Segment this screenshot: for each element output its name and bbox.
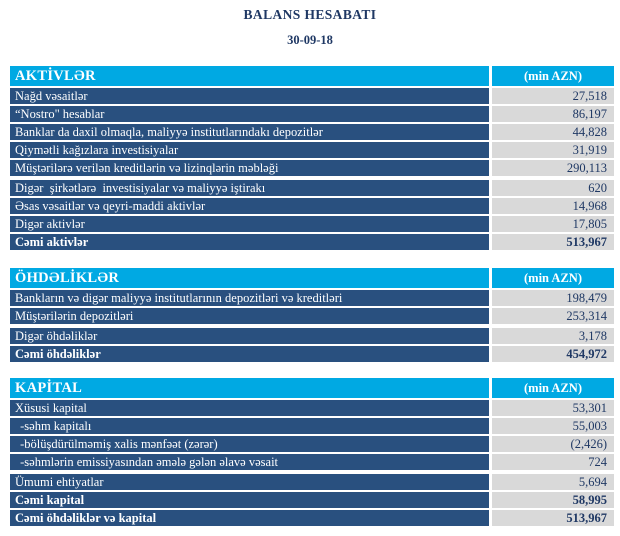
total-row-liabilities-and-capital: Cəmi öhdəliklər və kapital 513,967 [10, 510, 614, 526]
section-title: KAPİTAL [10, 378, 489, 398]
row-label: Cəmi aktivlər [10, 234, 489, 250]
row-label: Müştərilərin depozitləri [10, 308, 489, 324]
table-row: Digər aktivlər 17,805 [10, 216, 614, 232]
row-label: Cəmi öhdəliklər və kapital [10, 510, 489, 526]
row-value: 58,995 [492, 492, 614, 508]
row-label: -səhmlərin emissiyasından əmələ gələn əl… [10, 454, 489, 470]
row-label: Qiymətli kağızlara investisiyalar [10, 142, 489, 158]
total-row-capital: Cəmi kapital 58,995 [10, 492, 614, 508]
table-row: -səhm kapitalı 55,003 [10, 418, 614, 434]
section-title: ÖHDƏLİKLƏR [10, 268, 489, 288]
section-assets: AKTİVLƏR (min AZN) Nağd vəsaitlər 27,518… [10, 66, 614, 250]
row-label: Cəmi öhdəliklər [10, 346, 489, 362]
table-row: Xüsusi kapital 53,301 [10, 400, 614, 416]
row-label: Digər şirkətlərə investisiyalar və maliy… [10, 180, 489, 196]
row-label: Əsas vəsaitlər və qeyri-maddi aktivlər [10, 198, 489, 214]
row-value: 620 [492, 180, 614, 196]
unit-label: (min AZN) [492, 268, 614, 288]
row-value: 86,197 [492, 106, 614, 122]
row-value: 290,113 [492, 160, 614, 176]
unit-label: (min AZN) [492, 66, 614, 86]
row-value: 724 [492, 454, 614, 470]
row-label: Bankların və digər maliyyə institutların… [10, 290, 489, 306]
table-row: Ümumi ehtiyatlar 5,694 [10, 474, 614, 490]
report-title: BALANS HESABATI [243, 7, 377, 22]
row-label: Xüsusi kapital [10, 400, 489, 416]
section-title: AKTİVLƏR [10, 66, 489, 86]
section-capital: KAPİTAL (min AZN) Xüsusi kapital 53,301 … [10, 378, 614, 526]
row-label: Cəmi kapital [10, 492, 489, 508]
row-value: 44,828 [492, 124, 614, 140]
table-row: Nağd vəsaitlər 27,518 [10, 88, 614, 104]
table-row: “Nostro" hesablar 86,197 [10, 106, 614, 122]
table-row: Qiymətli kağızlara investisiyalar 31,919 [10, 142, 614, 158]
row-label: Ümumi ehtiyatlar [10, 474, 489, 490]
row-value: 3,178 [492, 328, 614, 344]
row-label: -səhm kapitalı [10, 418, 489, 434]
row-value: 55,003 [492, 418, 614, 434]
row-label: Nağd vəsaitlər [10, 88, 489, 104]
table-row: Müştərilərin depozitləri 253,314 [10, 308, 614, 324]
section-header-capital: KAPİTAL (min AZN) [10, 378, 614, 398]
row-label: Müştərilərə verilən kreditlərin və lizin… [10, 160, 489, 176]
row-label: “Nostro" hesablar [10, 106, 489, 122]
table-row: Əsas vəsaitlər və qeyri-maddi aktivlər 1… [10, 198, 614, 214]
section-header-assets: AKTİVLƏR (min AZN) [10, 66, 614, 86]
row-value: 513,967 [492, 510, 614, 526]
unit-label: (min AZN) [492, 378, 614, 398]
total-row-assets: Cəmi aktivlər 513,967 [10, 234, 614, 250]
table-row: Digər öhdəliklər 3,178 [10, 328, 614, 344]
table-row: Digər şirkətlərə investisiyalar və maliy… [10, 180, 614, 196]
row-label: Digər öhdəliklər [10, 328, 489, 344]
total-row-liabilities: Cəmi öhdəliklər 454,972 [10, 346, 614, 362]
row-value: 5,694 [492, 474, 614, 490]
row-value: 27,518 [492, 88, 614, 104]
row-value: 454,972 [492, 346, 614, 362]
row-value: 513,967 [492, 234, 614, 250]
row-value: 14,968 [492, 198, 614, 214]
row-value: 31,919 [492, 142, 614, 158]
table-row: -bölüşdürülməmiş xalis mənfəət (zərər) (… [10, 436, 614, 452]
report-date: 30-09-18 [287, 33, 333, 47]
row-value: 253,314 [492, 308, 614, 324]
row-value: (2,426) [492, 436, 614, 452]
balance-sheet: AKTİVLƏR (min AZN) Nağd vəsaitlər 27,518… [10, 66, 614, 526]
row-value: 198,479 [492, 290, 614, 306]
table-row: Müştərilərə verilən kreditlərin və lizin… [10, 160, 614, 176]
table-row: Banklar da daxil olmaqla, maliyyə instit… [10, 124, 614, 140]
table-row: Bankların və digər maliyyə institutların… [10, 290, 614, 306]
row-value: 17,805 [492, 216, 614, 232]
row-label: Digər aktivlər [10, 216, 489, 232]
section-header-liabilities: ÖHDƏLİKLƏR (min AZN) [10, 268, 614, 288]
row-label: -bölüşdürülməmiş xalis mənfəət (zərər) [10, 436, 489, 452]
table-row: -səhmlərin emissiyasından əmələ gələn əl… [10, 454, 614, 470]
section-liabilities: ÖHDƏLİKLƏR (min AZN) Bankların və digər … [10, 268, 614, 362]
report-header: BALANS HESABATI 30-09-18 [0, 0, 620, 48]
row-value: 53,301 [492, 400, 614, 416]
row-label: Banklar da daxil olmaqla, maliyyə instit… [10, 124, 489, 140]
